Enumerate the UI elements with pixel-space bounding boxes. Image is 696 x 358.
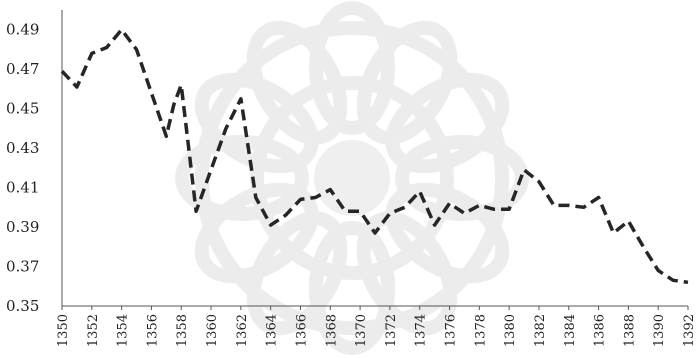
watermark-petal — [246, 211, 348, 336]
watermark-petal — [356, 20, 458, 145]
x-tick-label: 1352 — [86, 314, 101, 347]
y-tick-label: 0.45 — [6, 100, 39, 118]
x-tick-label: 1358 — [175, 314, 190, 347]
x-tick-label: 1386 — [593, 314, 608, 347]
watermark-petal — [309, 221, 395, 355]
x-tick-label: 1364 — [265, 314, 280, 347]
y-tick-label: 0.37 — [6, 258, 39, 276]
watermark-petal — [356, 211, 458, 336]
x-tick-label: 1382 — [533, 314, 548, 347]
x-tick-label: 1350 — [56, 314, 71, 347]
x-tick-label: 1378 — [473, 314, 488, 347]
y-tick-label: 0.41 — [6, 179, 39, 197]
watermark-petal — [309, 1, 395, 135]
x-tick-label: 1380 — [503, 314, 518, 347]
y-tick-label: 0.49 — [6, 21, 39, 39]
watermark-pattern — [175, 1, 529, 355]
watermark-petal — [385, 182, 510, 284]
watermark-petal — [194, 72, 319, 174]
y-tick-label: 0.47 — [6, 60, 39, 78]
watermark-petal — [385, 72, 510, 174]
x-tick-label: 1388 — [622, 314, 637, 347]
x-tick-label: 1356 — [145, 314, 160, 347]
x-tick-label: 1354 — [116, 314, 131, 347]
x-tick-label: 1370 — [354, 314, 369, 347]
watermark-petal — [194, 182, 319, 284]
series-line — [60, 27, 689, 285]
x-tick-label: 1376 — [444, 314, 459, 347]
x-tick-label: 1362 — [235, 314, 250, 347]
y-tick-label: 0.35 — [6, 297, 39, 315]
watermark-petal — [175, 135, 309, 221]
y-tick-label: 0.43 — [6, 139, 39, 157]
series-layer — [60, 27, 689, 285]
x-tick-label: 1366 — [294, 314, 309, 347]
x-tick-label: 1372 — [384, 314, 399, 347]
x-tick-label: 1392 — [682, 314, 696, 347]
y-axis: 0.35 0.37 0.39 0.41 0.43 0.45 0.47 0.49 — [6, 10, 63, 315]
x-axis: 1350 1352 1354 1356 1358 1360 1362 1364 1366 1368… — [56, 305, 696, 347]
x-tick-label: 1384 — [563, 314, 578, 347]
y-tick-label: 0.39 — [6, 218, 39, 236]
watermark-petal — [246, 20, 348, 145]
x-tick-label: 1390 — [652, 314, 667, 347]
x-tick-label: 1360 — [205, 314, 220, 347]
x-tick-label: 1374 — [414, 314, 429, 347]
x-tick-label: 1368 — [324, 314, 339, 347]
